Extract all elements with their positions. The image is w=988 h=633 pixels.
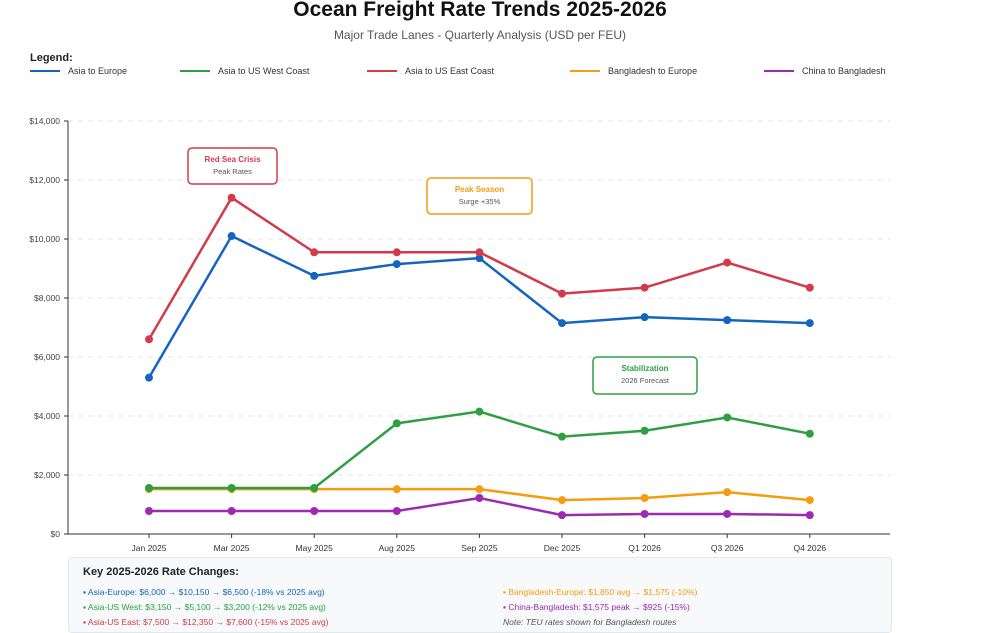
x-tick-label: May 2025 [296, 543, 334, 553]
data-point [310, 271, 319, 280]
legend-item: Asia to US West Coast [180, 66, 309, 76]
data-point [310, 506, 319, 515]
x-tick-label: Q3 2026 [711, 543, 744, 553]
legend-label: Asia to US East Coast [405, 66, 495, 76]
data-point [805, 511, 814, 520]
data-point [392, 485, 401, 494]
data-point [145, 335, 153, 344]
legend-item: Asia to Europe [30, 66, 127, 76]
legend-swatch [764, 69, 794, 73]
x-tick-label: Mar 2025 [214, 543, 250, 553]
data-point [805, 429, 814, 438]
annotation-box [426, 177, 533, 215]
x-tick-label: Aug 2025 [379, 543, 416, 553]
legend-label: Asia to US West Coast [218, 66, 310, 76]
annotation-title: Peak Season [455, 185, 504, 194]
legend-item: Asia to US East Coast [367, 66, 494, 76]
x-tick-label: Jan 2025 [132, 543, 167, 553]
legend-swatch [180, 69, 210, 73]
legend-label: Asia to Europe [68, 66, 128, 76]
data-point [640, 509, 649, 518]
legend-swatch [367, 69, 397, 73]
data-point [558, 289, 566, 298]
data-point [640, 283, 649, 292]
data-point [723, 316, 732, 325]
key-line: ▪ Asia-US East: $7,500 → $12,350 → $7,60… [83, 617, 329, 627]
data-point [723, 488, 732, 497]
data-point [227, 506, 236, 515]
data-point [558, 319, 566, 328]
annotation-title: Stabilization [621, 364, 668, 373]
key-changes-panel: Key 2025-2026 Rate Changes: ▪ Asia-Europ… [68, 557, 892, 633]
data-point [475, 494, 484, 503]
x-tick-label: Q4 2026 [793, 543, 826, 553]
annotation-box [187, 147, 278, 185]
key-line: ▪ China-Bangladesh: $1,575 peak → $925 (… [503, 602, 690, 612]
y-tick-label: $4,000 [34, 411, 60, 421]
data-point [310, 483, 319, 492]
y-tick-label: $6,000 [34, 352, 60, 362]
y-tick-label: $12,000 [29, 175, 60, 185]
annotation-box [592, 356, 698, 395]
data-point [640, 494, 649, 503]
legend-label: Bangladesh to Europe [608, 66, 698, 76]
data-point [558, 496, 566, 505]
y-tick-label: $8,000 [34, 293, 60, 303]
data-point [310, 248, 319, 257]
chart-subtitle: Major Trade Lanes - Quarterly Analysis (… [333, 28, 627, 42]
series-line-asia-to-us-east-coast [147, 195, 811, 340]
data-point [723, 509, 732, 518]
line-chart: $0 $2,000 $4,000 $6,000 $8,000 $10,000 $12,000… [29, 116, 890, 553]
x-tick-label: Dec 2025 [544, 543, 581, 553]
data-point [392, 248, 401, 257]
data-point [145, 506, 153, 515]
data-point [392, 260, 401, 269]
data-point [805, 496, 814, 505]
data-point [145, 373, 153, 382]
data-point [723, 413, 732, 422]
data-point [392, 506, 401, 515]
legend-item: China to Bangladesh [764, 66, 886, 76]
data-point [475, 248, 484, 257]
legend-title: Legend: [30, 52, 73, 64]
key-line: ▪ Asia-Europe: $6,000 → $10,150 → $6,500… [83, 587, 325, 597]
series-line-asia-to-us-west-coast [149, 410, 811, 490]
annotation-title: Red Sea Crisis [204, 155, 261, 164]
annotation-text: 2026 Forecast [621, 376, 670, 385]
x-tick-label: Sep 2025 [461, 543, 498, 553]
legend-swatch [30, 69, 60, 73]
legend-swatch [570, 69, 600, 73]
key-note: Note: TEU rates shown for Bangladesh rou… [503, 617, 677, 627]
key-title: Key 2025-2026 Rate Changes: [83, 566, 239, 578]
data-point [227, 483, 236, 492]
data-point [227, 193, 236, 202]
y-tick-label: $14,000 [29, 116, 60, 126]
data-point [475, 485, 484, 494]
data-point [227, 232, 236, 241]
y-tick-label: $10,000 [29, 234, 60, 244]
data-point [640, 313, 649, 322]
data-point [805, 319, 814, 328]
legend-item: Bangladesh to Europe [570, 66, 697, 76]
data-point [392, 419, 401, 428]
x-tick-label: Q1 2026 [628, 543, 661, 553]
key-line: ▪ Bangladesh-Europe: $1,850 avg → $1,575… [503, 587, 698, 597]
legend-label: China to Bangladesh [802, 66, 886, 76]
data-point [475, 407, 484, 416]
data-point [475, 254, 484, 263]
annotation-text: Peak Rates [213, 167, 252, 176]
key-line: ▪ Asia-US West: $3,150 → $5,100 → $3,200… [83, 602, 326, 612]
data-point [640, 426, 649, 435]
y-tick-label: $2,000 [34, 470, 60, 480]
data-point [558, 432, 566, 441]
data-point [145, 483, 153, 492]
data-point [723, 258, 732, 267]
y-tick-label: $0 [51, 529, 61, 539]
data-point [558, 511, 566, 520]
data-point [805, 283, 814, 292]
annotation-text: Surge +35% [459, 197, 501, 206]
chart-title: Ocean Freight Rate Trends 2025-2026 [293, 0, 667, 21]
